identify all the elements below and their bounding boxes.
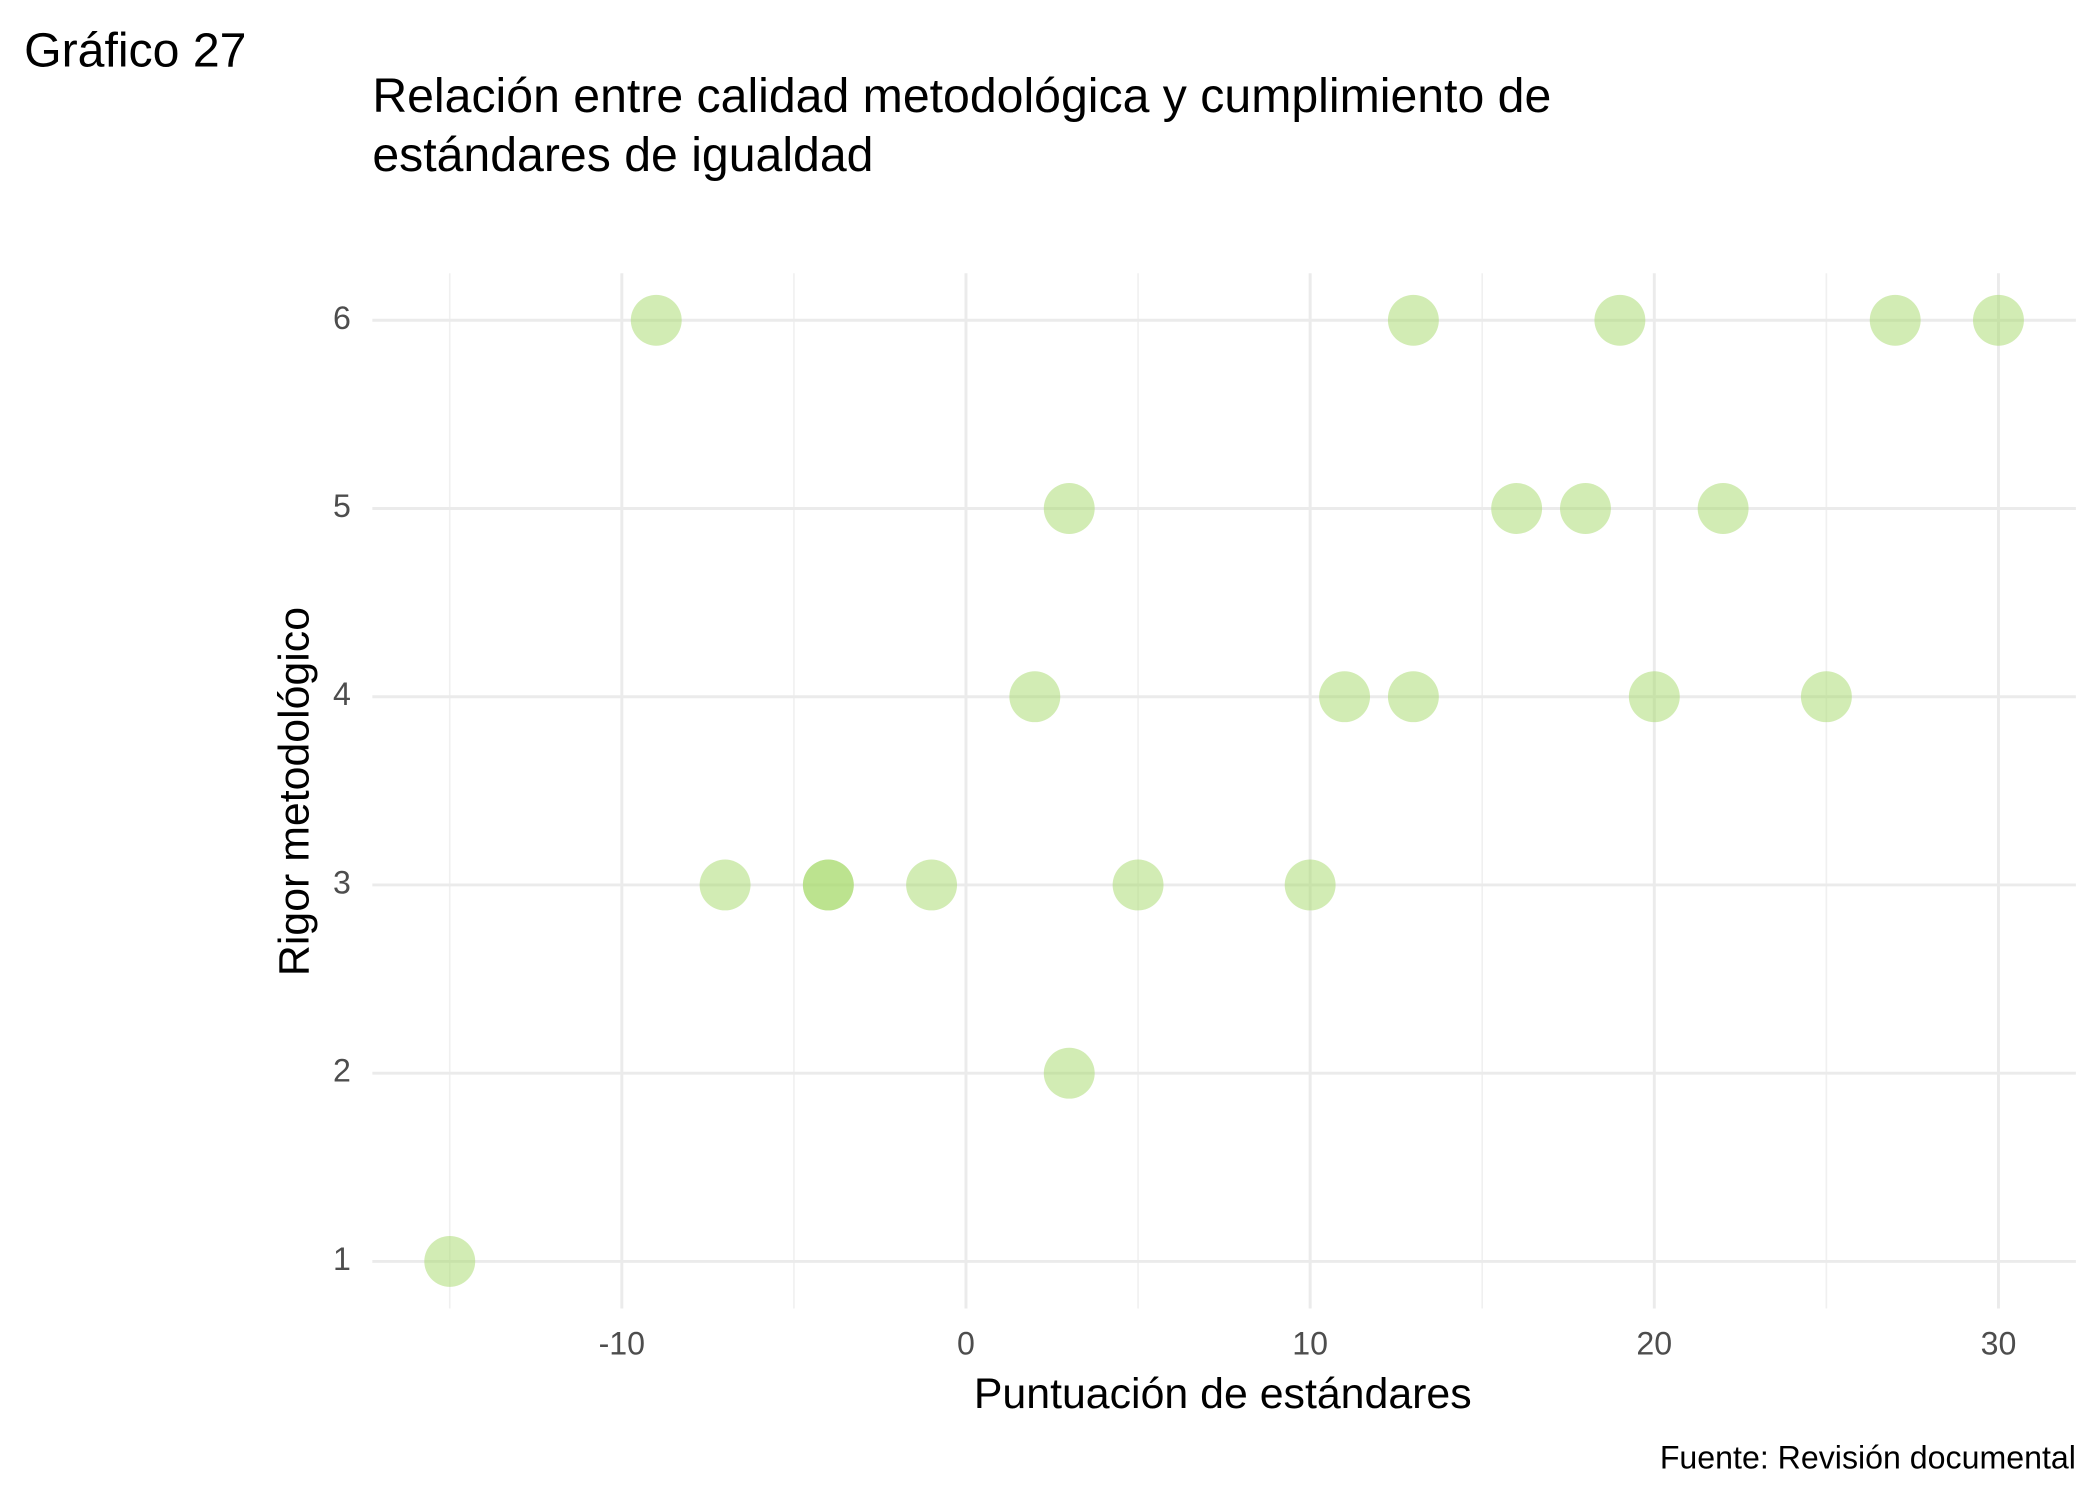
- point: [1043, 483, 1095, 534]
- x-tick-label: 10: [1292, 1325, 1328, 1361]
- x-tick-label: 30: [1981, 1325, 2017, 1361]
- point: [1697, 483, 1749, 534]
- point: [1387, 671, 1439, 723]
- point: [1560, 483, 1611, 534]
- point: [1973, 294, 2024, 346]
- point: [1869, 294, 1921, 346]
- y-tick-label: 3: [333, 864, 351, 900]
- x-axis-title: Puntuación de estándares: [974, 1370, 1472, 1418]
- point: [1800, 671, 1852, 723]
- point: [1043, 1047, 1095, 1099]
- y-tick-label: 6: [333, 300, 351, 336]
- y-tick-label: 4: [333, 676, 351, 712]
- point: [1284, 859, 1336, 911]
- point: [1319, 671, 1371, 723]
- y-axis-title: Rigor metodológico: [271, 607, 319, 976]
- chart-title: Relación entre calidad metodológica y cu…: [372, 69, 1551, 123]
- chart-title: estándares de igualdad: [372, 128, 873, 182]
- y-tick-label: 2: [333, 1053, 351, 1089]
- point: [802, 859, 854, 911]
- point: [424, 1235, 476, 1287]
- x-tick-label: -10: [599, 1325, 645, 1361]
- y-tick-label: 1: [333, 1241, 351, 1277]
- point: [630, 294, 682, 346]
- point: [1628, 671, 1680, 723]
- point: [1112, 859, 1164, 911]
- figure-label: Gráfico 27: [24, 23, 246, 77]
- point: [1491, 483, 1543, 534]
- point: [699, 859, 751, 911]
- point: [1594, 294, 1646, 346]
- point: [1387, 294, 1439, 346]
- x-tick-label: 0: [957, 1325, 975, 1361]
- caption: Fuente: Revisión documental: [1660, 1439, 2076, 1475]
- y-tick-label: 5: [333, 488, 351, 524]
- point: [906, 859, 958, 911]
- x-tick-label: 20: [1636, 1325, 1672, 1361]
- point: [1009, 671, 1061, 723]
